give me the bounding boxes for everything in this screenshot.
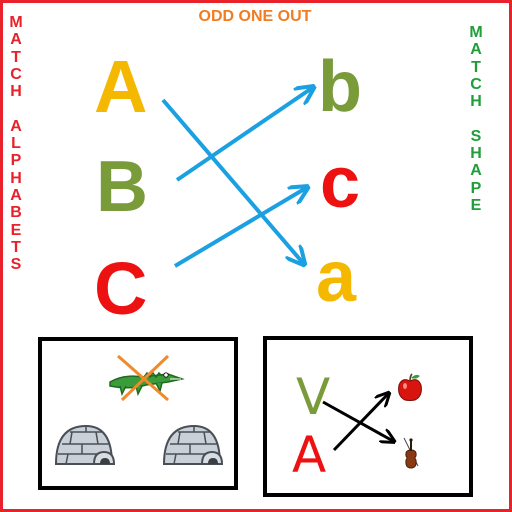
match-shape-letter: M xyxy=(469,24,483,41)
letter-upper-B: B xyxy=(96,147,148,227)
arrow-A-to-apple xyxy=(332,394,388,452)
match-shape-letter: E xyxy=(470,196,482,214)
letter-lower-b: b xyxy=(318,47,362,127)
match-alphabets-letter: B xyxy=(10,204,22,222)
arrow-C-to-c xyxy=(173,188,306,268)
arrow-V-to-violin xyxy=(322,400,393,441)
match-alphabets-letter: A xyxy=(10,117,22,135)
letter-upper-A: A xyxy=(94,45,148,128)
match-shape-letter: T xyxy=(471,58,481,76)
match-shape-letter: A xyxy=(470,41,482,59)
match-shape-letter: A xyxy=(470,162,482,180)
match-alphabets-letter: T xyxy=(11,238,21,256)
match-alphabets-letter: P xyxy=(10,152,22,170)
match-alphabets-letter: L xyxy=(11,135,21,153)
match-alphabets-letter: M xyxy=(9,14,23,31)
letter-upper-C: C xyxy=(94,247,148,330)
match-shape-letter: H xyxy=(470,145,482,163)
letter-V: V xyxy=(296,368,331,426)
match-alphabets-letter: H xyxy=(10,83,22,101)
match-alphabets-letter: E xyxy=(10,221,22,239)
match-shape-letter: C xyxy=(470,75,482,93)
violin-icon xyxy=(403,437,419,469)
arrow-B-to-b xyxy=(175,88,312,182)
match-shape-letter: H xyxy=(470,93,482,111)
igloo-icon xyxy=(162,424,224,465)
arrow-A-to-a xyxy=(161,98,303,263)
match-alphabets-letter: H xyxy=(10,169,22,187)
apple-icon xyxy=(398,373,422,401)
letter-lower-c: c xyxy=(320,143,361,223)
igloo-icon xyxy=(54,424,116,465)
worksheet-title: ODD ONE OUT xyxy=(198,8,312,25)
match-alphabets-letter: A xyxy=(10,31,22,49)
letter-A: A xyxy=(292,426,327,484)
match-alphabets-letter: S xyxy=(10,256,22,274)
match-alphabets-letter: A xyxy=(10,186,22,204)
odd-one-out-box xyxy=(38,337,238,490)
letter-lower-a: a xyxy=(316,237,357,317)
cross-mark-icon xyxy=(117,354,170,402)
match-shape-letter: S xyxy=(470,127,482,145)
match-shape-letter: P xyxy=(470,179,482,197)
match-alphabets-letter: C xyxy=(10,65,22,83)
match-alphabets-letter: T xyxy=(11,48,21,66)
